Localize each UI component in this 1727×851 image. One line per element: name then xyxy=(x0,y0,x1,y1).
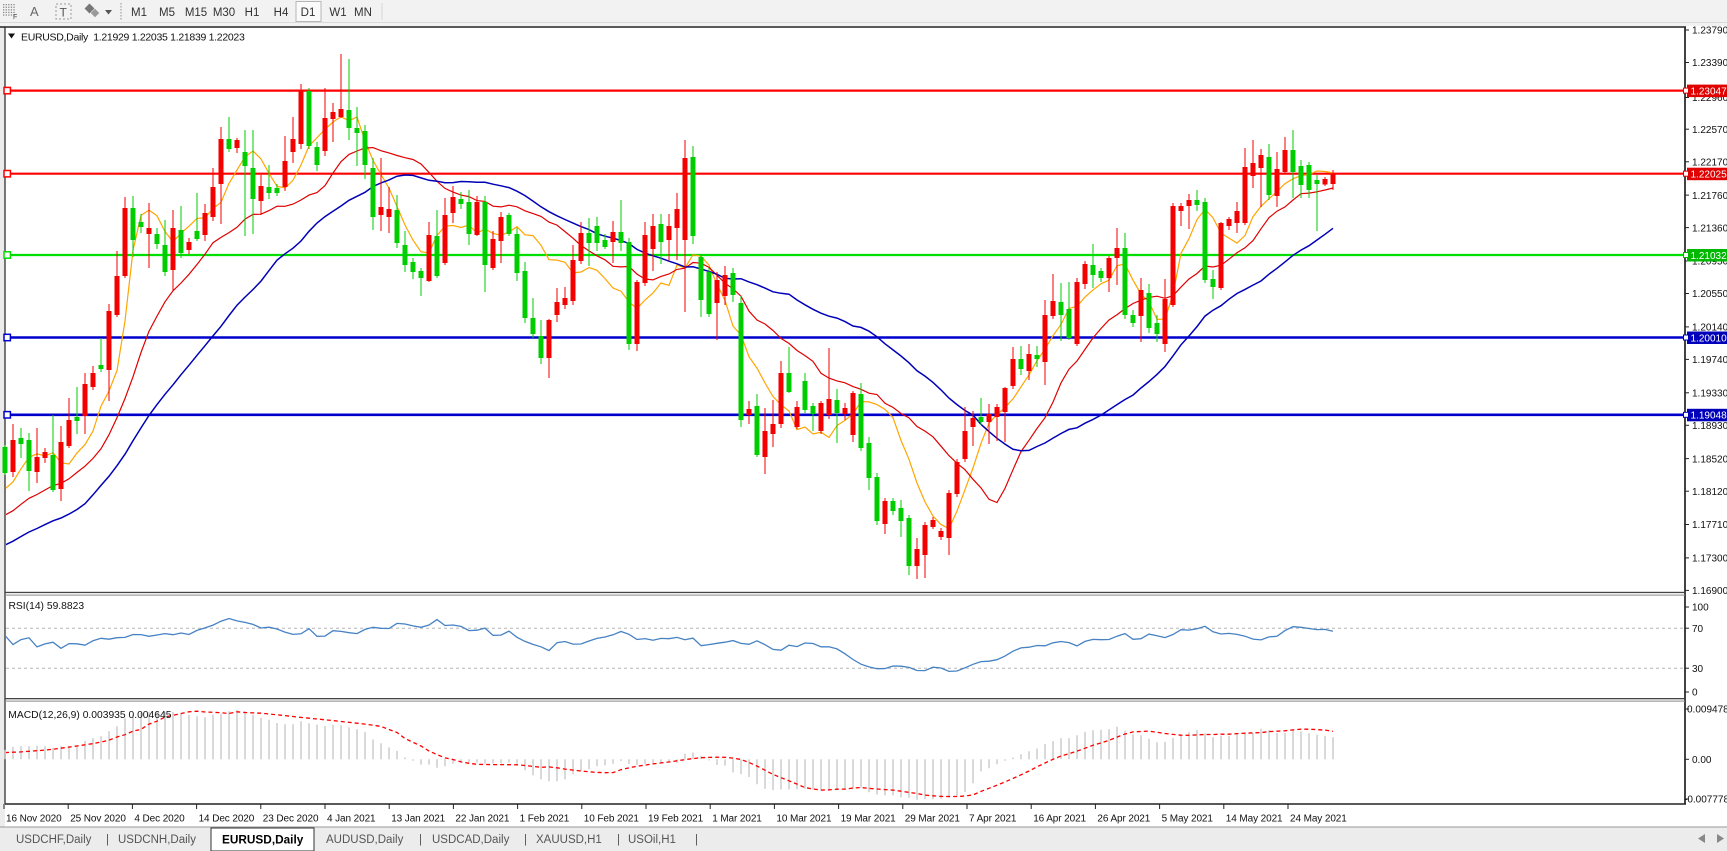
svg-text:XAUUSD,H1: XAUUSD,H1 xyxy=(536,834,602,846)
svg-text:M15: M15 xyxy=(185,7,207,19)
svg-text:H1: H1 xyxy=(245,7,260,19)
svg-text:AUDUSD,Daily: AUDUSD,Daily xyxy=(326,834,404,846)
svg-text:EURUSD,Daily 1.21929 1.22035: EURUSD,Daily 1.21929 1.22035 1.21839 1.2… xyxy=(21,32,245,44)
svg-text:1.22960: 1.22960 xyxy=(1692,93,1727,104)
svg-text:1 Feb 2021: 1 Feb 2021 xyxy=(520,814,570,825)
svg-text:23 Dec 2020: 23 Dec 2020 xyxy=(263,814,319,825)
svg-text:30: 30 xyxy=(1692,664,1704,675)
svg-text:1.19740: 1.19740 xyxy=(1692,355,1727,366)
svg-text:100: 100 xyxy=(1692,603,1709,614)
svg-text:4 Dec 2020: 4 Dec 2020 xyxy=(134,814,185,825)
svg-text:1.20950: 1.20950 xyxy=(1692,257,1727,268)
svg-text:USDCAD,Daily: USDCAD,Daily xyxy=(432,834,510,846)
svg-text:-0.007778: -0.007778 xyxy=(1684,795,1727,806)
svg-text:16 Apr 2021: 16 Apr 2021 xyxy=(1033,814,1086,825)
svg-text:10 Feb 2021: 10 Feb 2021 xyxy=(584,814,640,825)
svg-text:1.23047: 1.23047 xyxy=(1691,86,1727,97)
svg-text:MACD(12,26,9) 0.003935 0.00464: MACD(12,26,9) 0.003935 0.004645 xyxy=(8,710,171,721)
svg-text:|: | xyxy=(617,834,620,846)
svg-text:1.18930: 1.18930 xyxy=(1692,421,1727,432)
svg-text:1.20140: 1.20140 xyxy=(1692,323,1727,334)
svg-text:RSI(14) 59.8823: RSI(14) 59.8823 xyxy=(9,601,85,612)
svg-text:1.19330: 1.19330 xyxy=(1692,389,1727,400)
svg-text:1.17300: 1.17300 xyxy=(1692,554,1727,565)
svg-text:H4: H4 xyxy=(274,7,289,19)
svg-text:1.23790: 1.23790 xyxy=(1692,26,1727,37)
svg-text:1.17710: 1.17710 xyxy=(1692,520,1727,531)
svg-text:|: | xyxy=(106,834,109,846)
svg-text:5 May 2021: 5 May 2021 xyxy=(1162,814,1214,825)
svg-text:1.20010: 1.20010 xyxy=(1691,333,1727,344)
svg-text:1.22170: 1.22170 xyxy=(1692,158,1727,169)
svg-text:13 Jan 2021: 13 Jan 2021 xyxy=(391,814,445,825)
svg-text:A: A xyxy=(30,4,39,19)
svg-text:24 May 2021: 24 May 2021 xyxy=(1290,814,1347,825)
svg-text:0.00: 0.00 xyxy=(1692,755,1712,766)
svg-text:D1: D1 xyxy=(301,7,316,19)
svg-text:7 Apr 2021: 7 Apr 2021 xyxy=(969,814,1017,825)
svg-text:22 Jan 2021: 22 Jan 2021 xyxy=(455,814,509,825)
svg-text:14 Dec 2020: 14 Dec 2020 xyxy=(199,814,255,825)
svg-text:M30: M30 xyxy=(213,7,235,19)
svg-text:USDCHF,Daily: USDCHF,Daily xyxy=(16,834,92,846)
svg-text:1.20550: 1.20550 xyxy=(1692,289,1727,300)
svg-text:1.18520: 1.18520 xyxy=(1692,454,1727,465)
svg-text:T: T xyxy=(60,6,68,20)
svg-text:USOil,H1: USOil,H1 xyxy=(628,834,676,846)
svg-text:M5: M5 xyxy=(159,7,175,19)
svg-text:1.18120: 1.18120 xyxy=(1692,487,1727,498)
svg-text:USDCNH,Daily: USDCNH,Daily xyxy=(118,834,196,846)
svg-text:14 May 2021: 14 May 2021 xyxy=(1226,814,1283,825)
svg-text:0: 0 xyxy=(1692,688,1698,699)
svg-text:29 Mar 2021: 29 Mar 2021 xyxy=(905,814,961,825)
svg-text:1 Mar 2021: 1 Mar 2021 xyxy=(712,814,762,825)
svg-text:|: | xyxy=(695,834,698,846)
svg-text:W1: W1 xyxy=(329,7,346,19)
svg-text:1.19048: 1.19048 xyxy=(1691,411,1727,422)
svg-text:1.22025: 1.22025 xyxy=(1691,170,1727,181)
svg-text:M1: M1 xyxy=(131,7,147,19)
svg-text:0.009478: 0.009478 xyxy=(1687,705,1727,716)
svg-text:1.23390: 1.23390 xyxy=(1692,58,1727,69)
svg-text:16 Nov 2020: 16 Nov 2020 xyxy=(6,814,62,825)
svg-text:1.21032: 1.21032 xyxy=(1691,251,1727,262)
svg-text:25 Nov 2020: 25 Nov 2020 xyxy=(70,814,126,825)
svg-text:|: | xyxy=(524,834,527,846)
svg-text:1.21760: 1.21760 xyxy=(1692,191,1727,202)
svg-text:1.22570: 1.22570 xyxy=(1692,125,1727,136)
svg-text:70: 70 xyxy=(1692,624,1704,635)
svg-text:26 Apr 2021: 26 Apr 2021 xyxy=(1097,814,1150,825)
svg-text:1.16900: 1.16900 xyxy=(1692,586,1727,597)
svg-text:4 Jan 2021: 4 Jan 2021 xyxy=(327,814,376,825)
svg-text:F: F xyxy=(13,14,17,21)
svg-text:MN: MN xyxy=(354,7,372,19)
svg-text:1.21360: 1.21360 xyxy=(1692,223,1727,234)
svg-text:|: | xyxy=(419,834,422,846)
svg-text:EURUSD,Daily: EURUSD,Daily xyxy=(222,833,304,847)
svg-text:19 Mar 2021: 19 Mar 2021 xyxy=(841,814,897,825)
svg-text:10 Mar 2021: 10 Mar 2021 xyxy=(776,814,832,825)
svg-text:19 Feb 2021: 19 Feb 2021 xyxy=(648,814,704,825)
